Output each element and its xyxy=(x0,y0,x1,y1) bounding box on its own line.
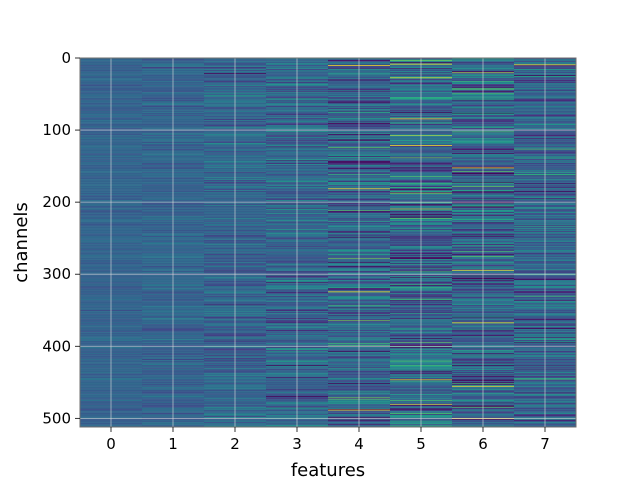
x-tick-label: 3 xyxy=(292,435,302,453)
grid-lines xyxy=(80,57,576,427)
y-tick-label: 0 xyxy=(61,49,71,67)
x-axis-title: features xyxy=(291,460,365,480)
x-tick-label: 6 xyxy=(478,435,488,453)
y-axis-ticks: 0 100 200 300 400 500 xyxy=(42,49,80,427)
y-axis-title: channels xyxy=(11,202,32,283)
x-tick-label: 0 xyxy=(106,435,116,453)
y-tick-label: 400 xyxy=(42,337,71,355)
x-tick-label: 1 xyxy=(168,435,178,453)
x-tick-label: 5 xyxy=(416,435,426,453)
y-tick-label: 100 xyxy=(42,121,71,139)
y-tick-label: 500 xyxy=(42,409,71,427)
y-tick-label: 300 xyxy=(42,265,71,283)
y-tick-label: 200 xyxy=(42,193,71,211)
x-tick-label: 4 xyxy=(354,435,364,453)
heatmap-cells xyxy=(80,58,577,428)
x-tick-label: 2 xyxy=(230,435,240,453)
x-tick-label: 7 xyxy=(540,435,550,453)
x-axis-ticks: 0 1 2 3 4 5 6 7 xyxy=(106,427,550,453)
plot-frame xyxy=(79,57,577,428)
